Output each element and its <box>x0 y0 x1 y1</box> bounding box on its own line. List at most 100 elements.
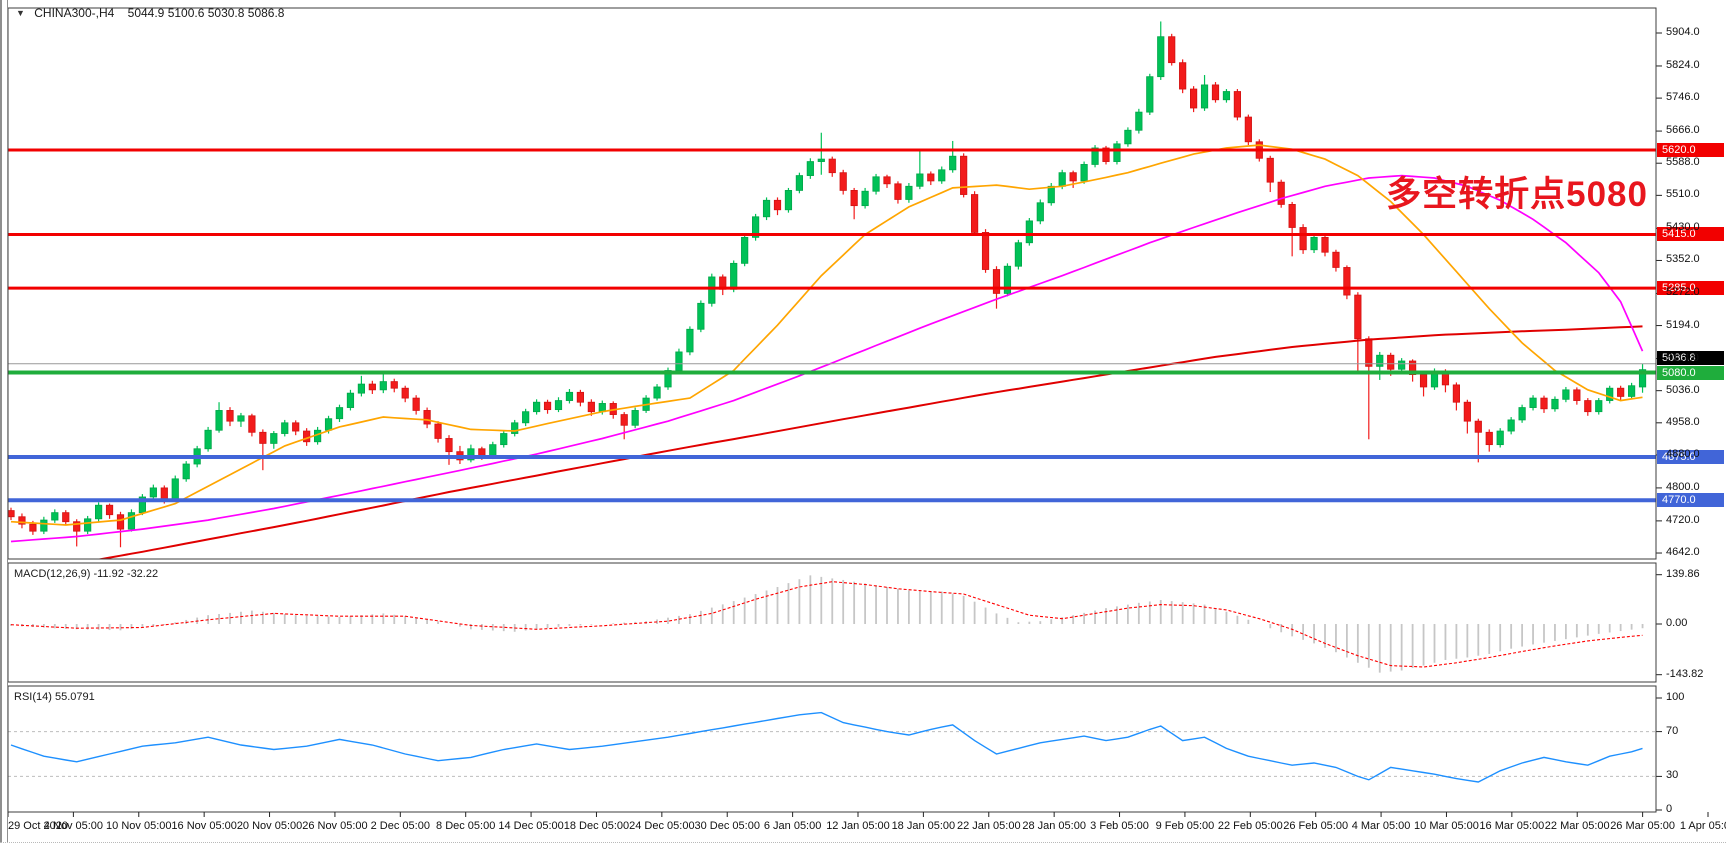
candle-body <box>1354 294 1362 340</box>
candle-body <box>489 444 497 457</box>
time-axis-label: 16 Nov 05:00 <box>171 820 237 832</box>
candle-body <box>127 512 136 530</box>
rsi-axis-tick: 70 <box>1666 724 1679 737</box>
candle-body <box>1518 407 1526 421</box>
candle-body <box>817 158 825 162</box>
candle-body <box>29 523 37 532</box>
candle-body <box>850 190 858 207</box>
candle-body <box>368 383 376 391</box>
candle-body <box>795 175 804 191</box>
candle-body <box>1025 220 1033 244</box>
price-axis-tick: 4642.0 <box>1666 546 1700 559</box>
candle-body <box>1036 202 1044 222</box>
candle-body <box>1113 143 1121 162</box>
candle-body <box>1200 84 1209 109</box>
candle-body <box>631 410 639 426</box>
time-axis-label: 10 Mar 05:00 <box>1414 820 1479 832</box>
time-axis-label: 26 Feb 05:00 <box>1283 820 1349 832</box>
candle-body <box>576 391 585 403</box>
candle-body <box>1387 354 1395 370</box>
time-axis-label: 1 Apr 05:00 <box>1679 820 1726 832</box>
pane-border <box>7 562 1657 683</box>
price-axis-tick: 5588.0 <box>1666 156 1700 169</box>
candle-body <box>1014 242 1023 267</box>
candle-body <box>1080 164 1088 182</box>
candle-body <box>1157 36 1165 78</box>
candle-body <box>533 401 541 413</box>
price-axis-tick: 5114.0 <box>1666 351 1699 364</box>
rsi-axis-tick: 30 <box>1666 769 1679 782</box>
symbol-dropdown-icon[interactable]: ▼ <box>16 8 25 18</box>
time-axis-label: 20 Nov 05:00 <box>236 820 303 832</box>
candle-body <box>1584 400 1592 413</box>
time-axis-label: 18 Dec 05:00 <box>563 820 630 832</box>
time-axis-label: 12 Jan 05:00 <box>826 820 890 832</box>
level-price-label: 5080.0 <box>1657 365 1724 380</box>
price-axis-tick: 5352.0 <box>1666 253 1700 266</box>
candle-body <box>1135 111 1143 131</box>
time-axis-label: 14 Dec 05:00 <box>498 820 564 832</box>
candle-body <box>434 423 442 439</box>
candle-body <box>1146 76 1154 113</box>
price-pane-layer <box>8 21 1656 559</box>
candle-body <box>587 401 595 413</box>
candle-body <box>762 199 771 218</box>
candle-body <box>1179 62 1187 90</box>
time-axis-label: 4 Mar 05:00 <box>1351 820 1411 832</box>
candle-body <box>565 391 574 401</box>
price-axis-tick: 4720.0 <box>1666 513 1700 526</box>
candle-body <box>248 415 256 433</box>
candle-body <box>872 176 880 192</box>
rsi-indicator-label: RSI(14) 55.0791 <box>14 691 95 703</box>
price-axis-tick: 5036.0 <box>1666 383 1700 396</box>
candle-body <box>905 185 913 200</box>
annotation-text: 多空转折点5080 <box>1386 175 1648 214</box>
time-axis-label: 16 Mar 05:00 <box>1479 820 1545 832</box>
candle-body <box>598 403 606 413</box>
candle-body <box>226 410 234 422</box>
candle-body <box>697 302 705 330</box>
candle-body <box>1091 147 1099 165</box>
level-price-label: 5415.0 <box>1657 227 1724 242</box>
macd-pane-layer <box>10 575 1644 673</box>
candle-body <box>960 155 968 195</box>
candle-body <box>708 276 716 304</box>
current-price-label: 5086.8 <box>1657 350 1724 365</box>
candle-body <box>1168 36 1176 64</box>
candle-body <box>1047 185 1055 204</box>
candle-body <box>149 487 157 498</box>
candle-body <box>335 407 344 420</box>
candle-body <box>1485 431 1493 446</box>
candle-body <box>8 510 15 518</box>
candle-body <box>1003 265 1012 294</box>
candle-body <box>1419 374 1428 388</box>
candle-body <box>1463 401 1471 422</box>
candle-body <box>554 400 563 411</box>
candle-body <box>478 448 486 457</box>
candle-body <box>1365 338 1373 367</box>
candle-body <box>171 478 179 500</box>
price-axis-tick: 5746.0 <box>1666 91 1700 104</box>
candle-body <box>1124 129 1132 145</box>
time-axis-label: 3 Feb 05:00 <box>1090 820 1149 832</box>
candle-body <box>401 387 409 399</box>
price-axis-tick: 4880.0 <box>1666 447 1700 460</box>
pane-border <box>7 7 1657 560</box>
time-axis-label: 24 Dec 05:00 <box>629 820 695 832</box>
price-axis-tick: 5904.0 <box>1666 26 1700 38</box>
candle-body <box>467 448 475 461</box>
ohlc-readout: 5044.9 5100.6 5030.8 5086.8 <box>127 6 285 20</box>
candle-body <box>324 418 333 431</box>
time-axis-label: 18 Jan 05:00 <box>891 820 956 832</box>
candle-body <box>752 216 760 238</box>
candle-body <box>883 176 891 185</box>
candle-body <box>1069 172 1077 182</box>
candle-body <box>1529 397 1537 408</box>
candle-body <box>18 516 26 525</box>
level-price-label: 5620.0 <box>1657 143 1724 158</box>
candle-body <box>1496 430 1504 446</box>
candle-body <box>1310 236 1318 251</box>
candle-body <box>773 199 782 211</box>
candle-body <box>292 422 300 432</box>
candle-body <box>971 194 979 233</box>
